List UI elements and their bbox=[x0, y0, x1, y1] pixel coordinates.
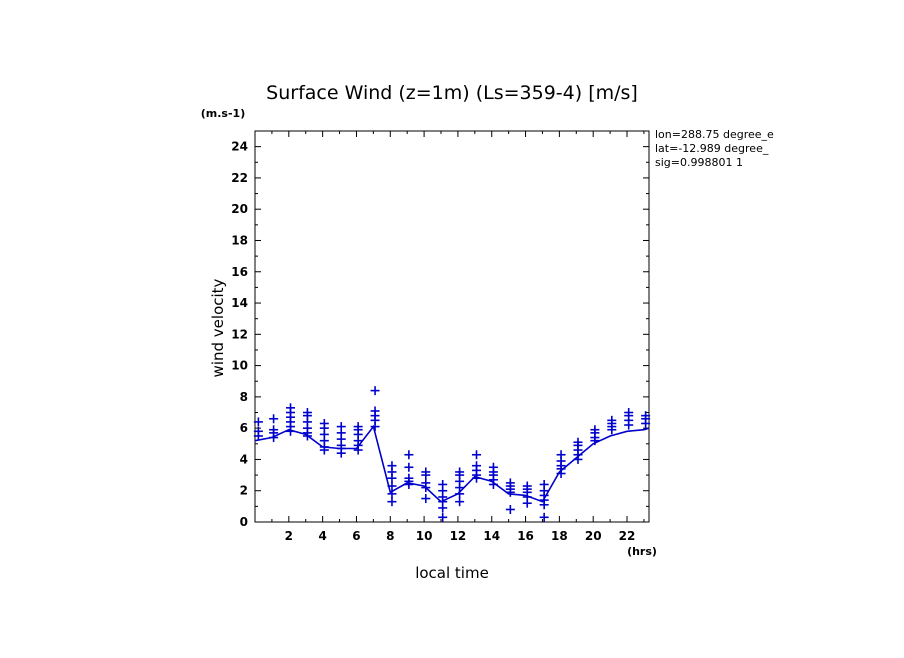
sample-point bbox=[590, 425, 600, 435]
sample-point bbox=[505, 504, 515, 514]
sample-point bbox=[336, 422, 346, 432]
mean-wind-line bbox=[254, 424, 650, 503]
sample-point bbox=[404, 473, 414, 483]
x-tick-label: 6 bbox=[352, 529, 360, 543]
data-series bbox=[253, 386, 651, 522]
x-tick-label: 16 bbox=[517, 529, 534, 543]
x-tick-label: 2 bbox=[285, 529, 293, 543]
sample-point bbox=[641, 411, 651, 421]
annotation-lon: lon=288.75 degree_e bbox=[655, 128, 774, 141]
sample-point bbox=[269, 425, 279, 435]
y-tick-label: 14 bbox=[231, 296, 248, 310]
y-unit-label: (m.s-1) bbox=[201, 107, 245, 120]
x-tick-label: 22 bbox=[619, 529, 636, 543]
sample-point bbox=[370, 386, 380, 396]
x-axis-label: local time bbox=[415, 564, 489, 582]
sample-point bbox=[607, 415, 617, 425]
y-tick-label: 18 bbox=[231, 233, 248, 247]
x-unit-label: (hrs) bbox=[627, 545, 657, 558]
y-tick-label: 0 bbox=[240, 515, 248, 529]
y-tick-label: 10 bbox=[231, 359, 248, 373]
sample-point bbox=[522, 481, 532, 491]
sample-point bbox=[539, 479, 549, 489]
sample-point bbox=[455, 497, 465, 507]
sample-point bbox=[488, 462, 498, 472]
sample-point bbox=[387, 481, 397, 491]
sample-point bbox=[421, 478, 431, 488]
x-tick-label: 10 bbox=[416, 529, 433, 543]
x-tick-label: 12 bbox=[450, 529, 467, 543]
x-tick-label: 18 bbox=[551, 529, 568, 543]
sample-point bbox=[253, 426, 263, 436]
y-tick-label: 24 bbox=[231, 140, 248, 154]
x-tick-label: 4 bbox=[318, 529, 326, 543]
sample-point bbox=[253, 417, 263, 427]
y-tick-label: 8 bbox=[240, 390, 248, 404]
sample-point bbox=[269, 414, 279, 424]
y-tick-label: 2 bbox=[240, 484, 248, 498]
sample-point bbox=[286, 403, 296, 413]
sample-point bbox=[556, 450, 566, 460]
x-tick-label: 14 bbox=[483, 529, 500, 543]
sample-point bbox=[387, 497, 397, 507]
sample-point bbox=[472, 450, 482, 460]
chart-title: Surface Wind (z=1m) (Ls=359-4) [m/s] bbox=[266, 82, 638, 104]
metadata-annotations: lon=288.75 degree_e lat=-12.989 degree_ … bbox=[655, 128, 774, 169]
sample-point bbox=[438, 479, 448, 489]
x-tick-label: 8 bbox=[386, 529, 394, 543]
y-tick-label: 22 bbox=[231, 171, 248, 185]
sample-point bbox=[573, 437, 583, 447]
sample-point bbox=[438, 512, 448, 522]
y-tick-label: 4 bbox=[240, 452, 248, 466]
sample-point bbox=[539, 512, 549, 522]
sample-point bbox=[302, 408, 312, 418]
annotation-sig: sig=0.998801 1 bbox=[655, 156, 743, 169]
sample-point bbox=[370, 406, 380, 416]
sample-point bbox=[624, 408, 634, 418]
sample-point bbox=[387, 461, 397, 471]
x-tick-label: 20 bbox=[585, 529, 602, 543]
sample-point bbox=[404, 462, 414, 472]
sample-point bbox=[421, 494, 431, 504]
y-tick-label: 16 bbox=[231, 265, 248, 279]
sample-point bbox=[387, 489, 397, 499]
sample-point bbox=[319, 418, 329, 428]
sample-point bbox=[404, 450, 414, 460]
sample-point bbox=[472, 461, 482, 471]
sample-point bbox=[455, 467, 465, 477]
y-axis-label: wind velocity bbox=[209, 278, 227, 377]
plot-frame bbox=[254, 130, 650, 523]
y-tick-label: 20 bbox=[231, 202, 248, 216]
sample-point bbox=[353, 422, 363, 432]
annotation-lat: lat=-12.989 degree_ bbox=[655, 142, 769, 155]
y-tick-label: 6 bbox=[240, 421, 248, 435]
sample-point bbox=[421, 467, 431, 477]
sample-point bbox=[505, 478, 515, 488]
y-tick-label: 12 bbox=[231, 327, 248, 341]
